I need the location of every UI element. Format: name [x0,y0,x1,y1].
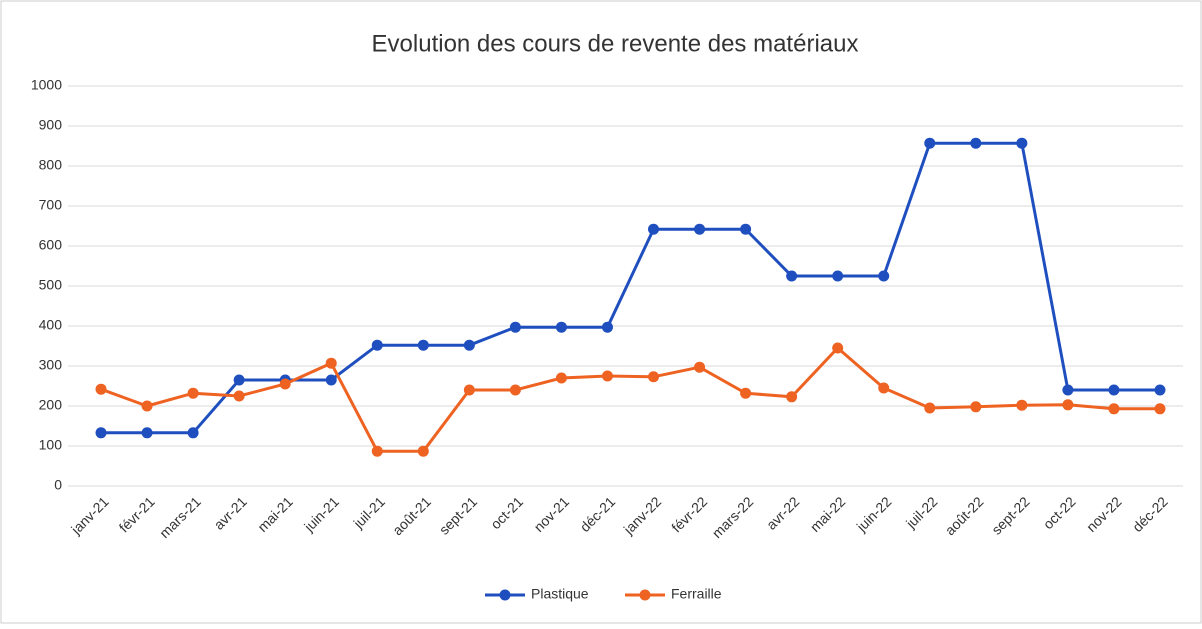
point [832,270,844,282]
point [601,370,613,382]
point [1062,399,1074,411]
point [1016,137,1028,149]
point [648,371,660,383]
point [279,378,291,390]
point [141,400,153,412]
point [509,321,521,333]
point [1016,399,1028,411]
point [463,339,475,351]
point [924,137,936,149]
point [970,401,982,413]
point [1108,403,1120,415]
point [325,357,337,369]
chart-title: Evolution des cours de revente des matér… [372,30,859,57]
point [1108,384,1120,396]
point [233,374,245,386]
y-tick-label: 0 [54,477,62,493]
point [417,445,429,457]
point [1062,384,1074,396]
legend-label: Ferraille [671,586,722,602]
point [832,342,844,354]
point [648,223,660,235]
y-tick-label: 500 [39,277,63,293]
y-tick-label: 200 [39,397,63,413]
point [1154,403,1166,415]
point [417,339,429,351]
y-tick-label: 700 [39,197,63,213]
point [786,270,798,282]
point [95,427,107,439]
point [786,391,798,403]
point [924,402,936,414]
y-tick-label: 900 [39,117,63,133]
point [371,445,383,457]
point [233,390,245,402]
point [141,427,153,439]
point [878,270,890,282]
point [187,427,199,439]
legend-marker [499,589,511,601]
y-tick-label: 1000 [31,77,62,93]
point [187,387,199,399]
point [509,384,521,396]
y-tick-label: 400 [39,317,63,333]
line [101,141,1160,435]
legend-label: Plastique [531,586,589,602]
point [694,223,706,235]
point [555,321,567,333]
point [740,387,752,399]
y-tick-label: 100 [39,437,63,453]
line [100,345,1160,453]
point [371,339,383,351]
point [1154,384,1166,396]
point [694,361,706,373]
point [325,374,337,386]
point [95,383,107,395]
point [740,223,752,235]
legend-marker [639,589,651,601]
point [878,382,890,394]
point [601,321,613,333]
y-tick-label: 800 [39,157,63,173]
y-tick-label: 600 [39,237,63,253]
point [463,384,475,396]
point [970,137,982,149]
point [555,372,567,384]
y-tick-label: 300 [39,357,63,373]
